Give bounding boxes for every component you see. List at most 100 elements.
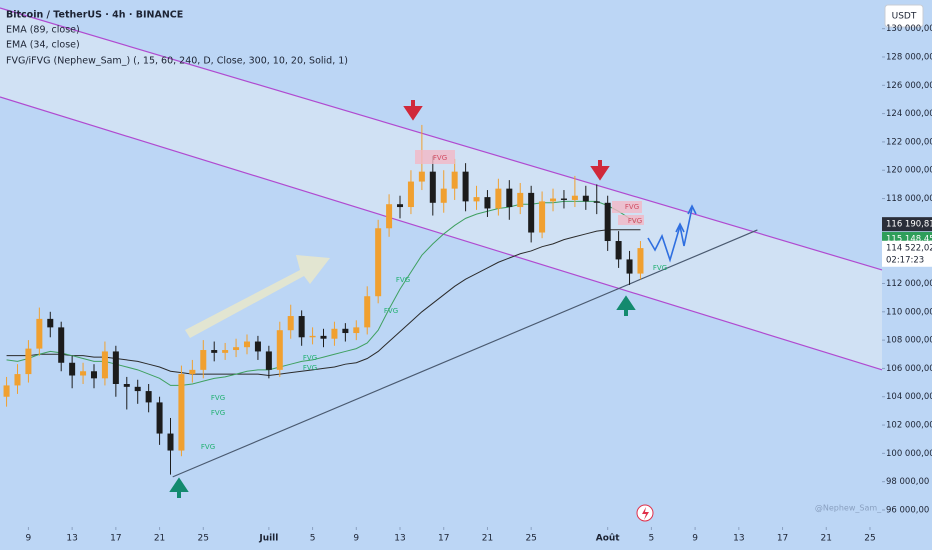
y-tick-label: 108 000,00 <box>886 336 932 346</box>
countdown: 02:17:23 <box>886 255 924 265</box>
x-tick-label: 17 <box>110 534 121 544</box>
candle-body <box>298 316 305 338</box>
fvg-label: FVG <box>433 154 447 162</box>
candle-body <box>637 248 644 274</box>
candle-body <box>386 204 393 229</box>
y-tick-label: 106 000,00 <box>886 364 932 374</box>
x-tick-label: 5 <box>649 534 655 544</box>
candle-body <box>58 327 65 363</box>
fvg-label: FVG <box>303 364 317 372</box>
y-tick-label: 110 000,00 <box>886 307 932 317</box>
indicator-label: FVG/iFVG (Nephew_Sam_) (, 15, 60, 240, D… <box>6 56 348 67</box>
y-tick-label: 126 000,00 <box>886 81 932 91</box>
up-arrow <box>616 295 636 316</box>
candle-body <box>364 296 371 328</box>
currency-label: USDT <box>892 12 917 22</box>
x-tick-label: 21 <box>154 534 165 544</box>
fvg-label: FVG <box>384 307 398 315</box>
price-label: 115 148,45 <box>886 234 932 244</box>
candle-body <box>276 330 283 370</box>
fvg-label: FVG <box>628 217 642 225</box>
trendline <box>0 7 883 271</box>
candle-body <box>200 350 207 370</box>
x-tick-label: 9 <box>692 534 698 544</box>
candle-body <box>189 369 196 375</box>
candle-body <box>550 198 557 202</box>
candle-body <box>539 201 546 233</box>
fvg-box <box>415 150 455 164</box>
candle-body <box>484 197 491 209</box>
candle-body <box>47 318 54 328</box>
x-tick-label: 5 <box>310 534 316 544</box>
fvg-box <box>618 215 644 225</box>
candle-body <box>506 188 513 208</box>
candle-body <box>243 341 251 348</box>
fvg-label: FVG <box>396 276 410 284</box>
candle-body <box>407 181 414 208</box>
price-label: 116 190,81 <box>886 220 932 230</box>
fvg-box <box>612 201 642 213</box>
x-tick-label: 17 <box>438 534 449 544</box>
candle-body <box>211 350 218 353</box>
candle-body <box>145 391 152 403</box>
fvg-label: FVG <box>211 409 225 417</box>
x-tick-label: 9 <box>353 534 359 544</box>
x-tick-label: 13 <box>394 534 405 544</box>
candle-body <box>560 198 567 200</box>
candle-body <box>134 386 141 392</box>
x-tick-label: Août <box>596 534 621 544</box>
candle-body <box>517 192 524 208</box>
y-tick-label: 104 000,00 <box>886 392 932 402</box>
y-tick-label: 112 000,00 <box>886 279 932 289</box>
currency-button[interactable] <box>884 4 924 28</box>
x-tick-label: Juill <box>258 534 278 544</box>
y-tick-label: 124 000,00 <box>886 109 932 119</box>
candle-body <box>178 374 185 451</box>
price-label: 114 522,02 <box>886 243 932 253</box>
candle-body <box>80 371 87 376</box>
fvg-label: FVG <box>303 354 317 362</box>
price-label-bg <box>882 217 932 232</box>
event-icon-bolt <box>642 507 649 520</box>
x-tick-label: 9 <box>26 534 32 544</box>
watermark: @Nephew_Sam_ <box>815 504 882 513</box>
y-tick-label: 130 000,00 <box>886 24 932 34</box>
x-tick-label: 25 <box>864 534 875 544</box>
x-tick-label: 21 <box>482 534 493 544</box>
candle-body <box>265 351 272 370</box>
candle-body <box>397 204 404 208</box>
candle-body <box>582 195 589 202</box>
y-tick-label: 118 000,00 <box>886 194 932 204</box>
candle-body <box>615 241 622 260</box>
ema-line <box>6 200 641 386</box>
candle-body <box>25 348 32 375</box>
candle-body <box>156 402 163 434</box>
fvg-label: FVG <box>625 203 639 211</box>
y-tick-label: 100 000,00 <box>886 449 932 459</box>
candle-body <box>36 318 43 349</box>
candle-body <box>342 328 349 334</box>
candle-body <box>429 171 436 203</box>
y-tick-label: 122 000,00 <box>886 137 932 147</box>
candle-body <box>473 197 480 202</box>
legend-entry: EMA (89, close) <box>6 25 80 36</box>
down-arrow <box>590 160 610 181</box>
fvg-label: FVG <box>653 264 667 272</box>
x-tick-label: 25 <box>525 534 536 544</box>
trendline <box>0 96 883 371</box>
x-tick-label: 21 <box>821 534 832 544</box>
x-tick-label: 25 <box>198 534 209 544</box>
chart-title: Bitcoin / TetherUS · 4h · BINANCE <box>6 10 183 21</box>
y-tick-label: 120 000,00 <box>886 166 932 176</box>
candle-body <box>309 335 316 338</box>
fvg-label: FVG <box>211 394 225 402</box>
projection-arrowhead <box>675 204 697 233</box>
candle-body <box>495 188 502 209</box>
candle-body <box>167 433 174 451</box>
candle-body <box>112 351 119 384</box>
price-label-bg <box>882 240 932 267</box>
candle-body <box>440 188 447 203</box>
candle-body <box>14 374 21 386</box>
x-tick-label: 17 <box>777 534 788 544</box>
